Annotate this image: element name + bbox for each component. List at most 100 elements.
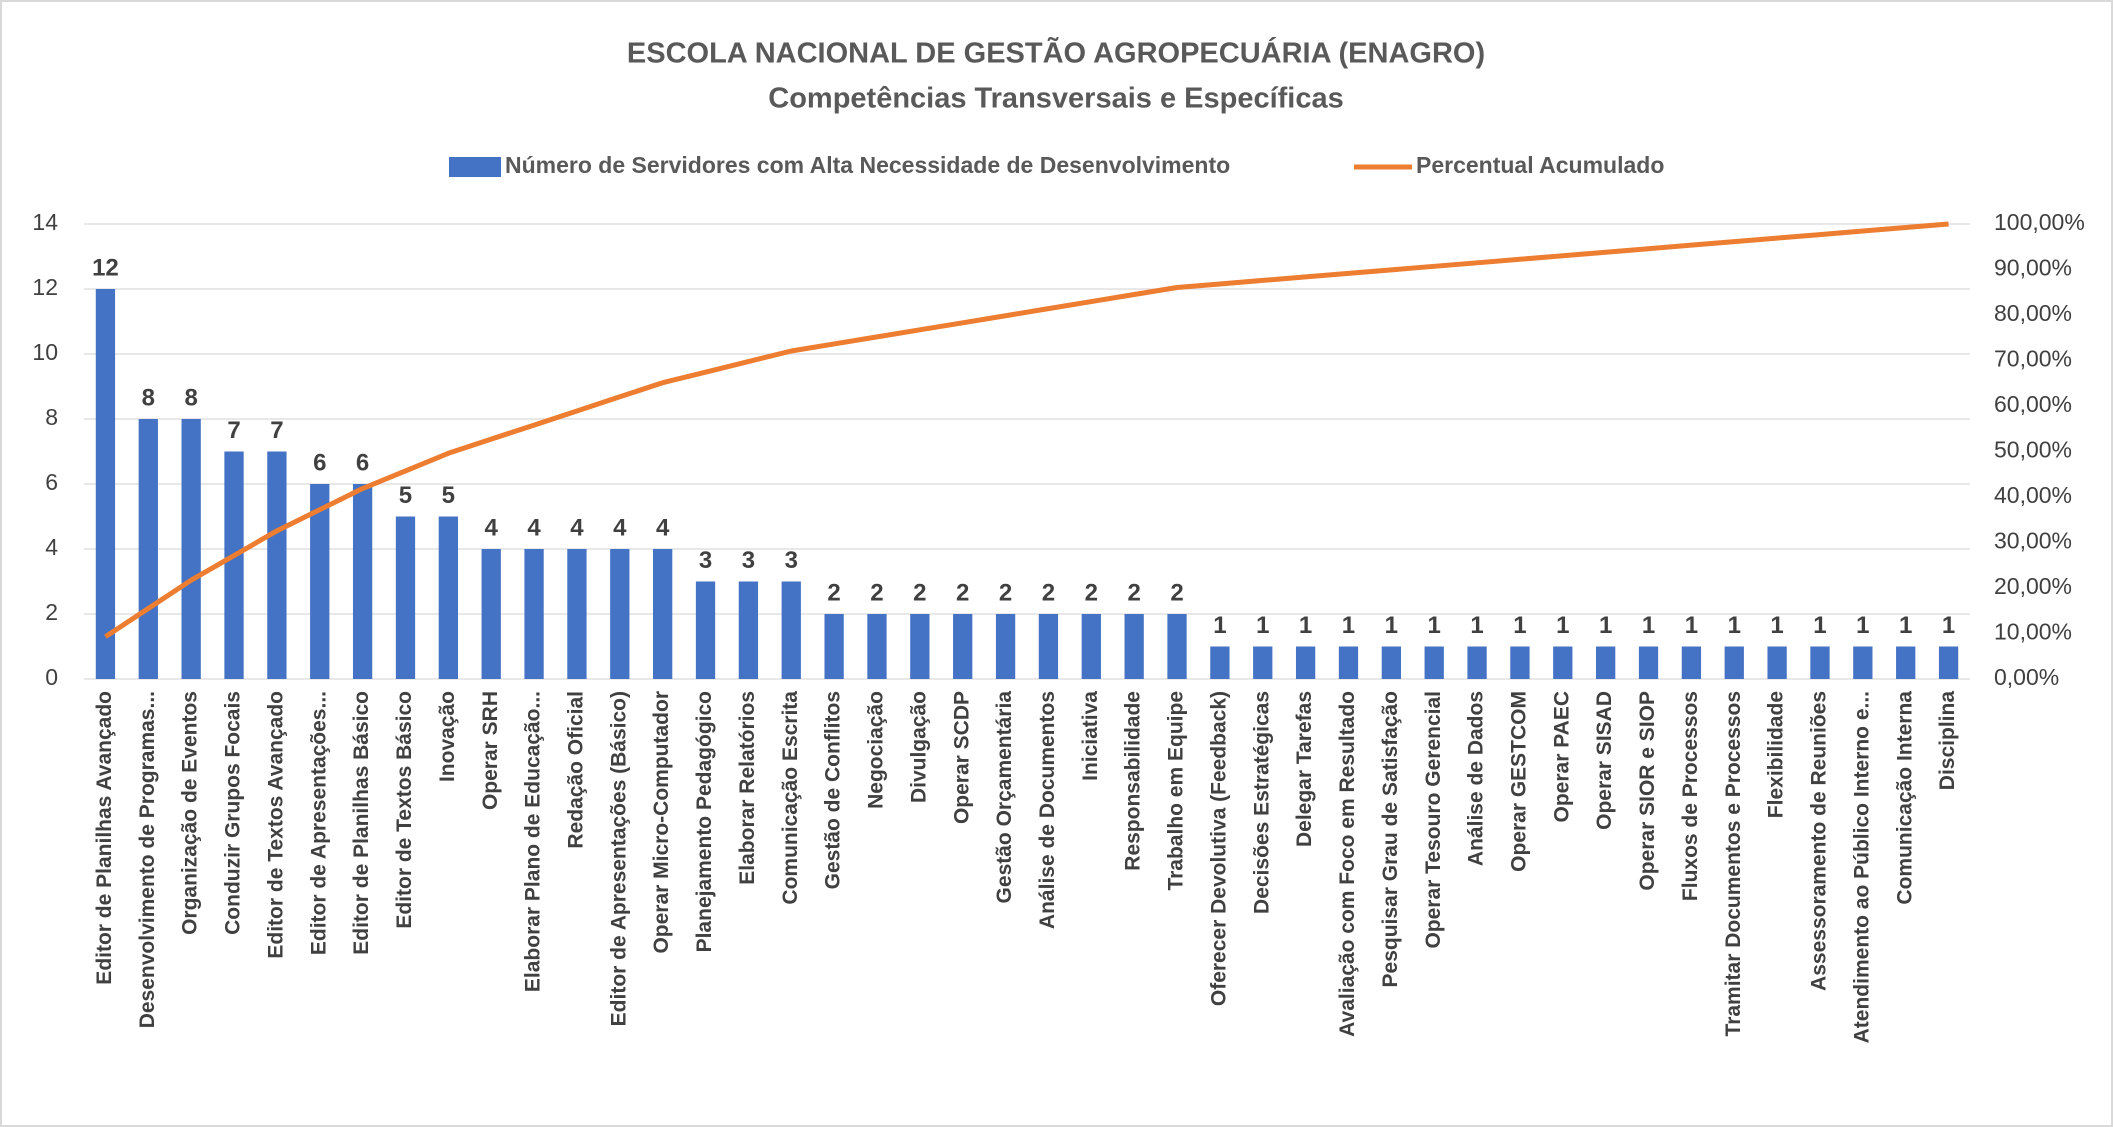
bar — [352, 484, 373, 679]
x-tick-label: Avaliação com Foco em Resultado — [1336, 691, 1359, 1037]
data-label: 1 — [1342, 612, 1355, 639]
bar — [995, 614, 1016, 679]
chart-title: ESCOLA NACIONAL DE GESTÃO AGROPECUÁRIA (… — [627, 36, 1485, 70]
data-label: 6 — [313, 449, 326, 476]
y-tick-label: 2 — [45, 599, 58, 625]
x-tick-label: Atendimento ao Público Interno e... — [1850, 691, 1873, 1043]
y-tick-label: 10 — [32, 339, 58, 365]
bar — [1081, 614, 1101, 679]
x-tick-label: Operar SISAD — [1593, 691, 1616, 830]
x-tick-label: Desenvolvimento de Programas... — [136, 691, 159, 1028]
bar — [1424, 646, 1444, 679]
data-label: 5 — [442, 482, 455, 509]
x-tick-label: Inovação — [436, 691, 459, 782]
data-label: 1 — [1813, 612, 1826, 639]
x-tick-label: Decisões Estratégicas — [1250, 691, 1273, 914]
x-tick-label: Editor de Planilhas Avançado — [93, 691, 116, 985]
x-tick-label: Trabalho em Equipe — [1165, 691, 1188, 891]
data-label: 1 — [1513, 612, 1526, 639]
x-tick-label: Elaborar Relatórios — [736, 691, 759, 885]
bar — [1853, 646, 1873, 679]
y-tick-label: 0 — [45, 664, 58, 690]
x-tick-label: Operar SIOR e SIOP — [1636, 691, 1659, 891]
x-tick-label: Assessoramento de Reuniões — [1808, 691, 1831, 991]
bar — [1038, 614, 1059, 679]
data-label: 4 — [527, 514, 541, 541]
bar — [524, 549, 544, 679]
x-tick-label: Editor de Apresentações... — [307, 691, 330, 955]
data-label: 1 — [1428, 612, 1441, 639]
data-label: 2 — [1042, 579, 1055, 606]
bar — [1767, 646, 1787, 679]
bar — [1681, 646, 1702, 679]
y-tick-label: 8 — [45, 404, 58, 430]
x-tick-label: Disciplina — [1936, 691, 1959, 791]
data-label: 1 — [1256, 612, 1269, 639]
x-tick-label: Gestão Orçamentária — [993, 691, 1016, 904]
data-label: 2 — [956, 579, 969, 606]
x-tick-label: Iniciativa — [1079, 691, 1102, 781]
chart-subtitle: Competências Transversais e Específicas — [768, 83, 1343, 115]
bar — [867, 614, 887, 679]
data-label: 1 — [1685, 612, 1698, 639]
bar — [567, 549, 587, 679]
bar — [910, 614, 930, 679]
y2-tick-label: 10,00% — [1994, 619, 2072, 645]
data-label: 3 — [785, 547, 798, 574]
bar — [95, 289, 116, 679]
x-tick-label: Fluxos de Processos — [1679, 691, 1702, 901]
data-label: 3 — [699, 547, 712, 574]
x-tick-label: Elaborar Plano de Educação... — [522, 691, 545, 992]
data-label: 2 — [1127, 579, 1140, 606]
data-label: 2 — [999, 579, 1012, 606]
x-tick-label: Negociação — [865, 691, 888, 809]
y2-tick-label: 20,00% — [1994, 573, 2072, 599]
bar — [1510, 646, 1530, 679]
bar — [695, 581, 716, 679]
data-label: 1 — [1299, 612, 1312, 639]
data-label: 1 — [1856, 612, 1869, 639]
bar — [1938, 646, 1959, 679]
data-label: 4 — [613, 514, 627, 541]
data-label: 1 — [1385, 612, 1398, 639]
y2-tick-label: 80,00% — [1994, 300, 2072, 326]
x-tick-label: Editor de Textos Básico — [393, 691, 416, 929]
data-label: 7 — [227, 417, 240, 444]
data-label: 1 — [1942, 612, 1955, 639]
x-tick-label: Responsabilidade — [1122, 691, 1145, 871]
y2-tick-label: 50,00% — [1994, 437, 2072, 463]
bar — [395, 516, 416, 679]
y2-tick-label: 30,00% — [1994, 528, 2072, 554]
bar — [438, 516, 458, 679]
bar — [481, 549, 501, 679]
data-label: 2 — [1170, 579, 1183, 606]
bar — [1124, 614, 1144, 679]
bar — [310, 484, 330, 679]
data-label: 5 — [399, 482, 412, 509]
y-tick-label: 12 — [32, 274, 58, 300]
bar — [1638, 646, 1659, 679]
legend-label: Número de Servidores com Alta Necessidad… — [505, 152, 1230, 178]
y2-tick-label: 0,00% — [1994, 664, 2059, 690]
data-label: 6 — [356, 449, 369, 476]
bar — [824, 614, 844, 679]
x-tick-label: Operar SRH — [479, 691, 502, 810]
x-tick-label: Editor de Apresentações (Básico) — [607, 691, 630, 1026]
data-label: 1 — [1642, 612, 1655, 639]
data-label: 8 — [184, 384, 197, 411]
y-tick-label: 6 — [45, 469, 58, 495]
y-tick-label: 14 — [32, 209, 58, 235]
bar — [1896, 646, 1916, 679]
bar — [953, 614, 973, 679]
y2-tick-label: 70,00% — [1994, 346, 2072, 372]
x-tick-label: Comunicação Escrita — [779, 691, 802, 905]
y2-tick-label: 40,00% — [1994, 482, 2072, 508]
bar — [781, 581, 801, 679]
legend-swatch — [449, 157, 501, 177]
data-label: 1 — [1213, 612, 1226, 639]
data-label: 4 — [485, 514, 499, 541]
data-label: 7 — [270, 417, 283, 444]
x-tick-label: Divulgação — [907, 691, 930, 803]
y2-tick-label: 100,00% — [1994, 209, 2085, 235]
